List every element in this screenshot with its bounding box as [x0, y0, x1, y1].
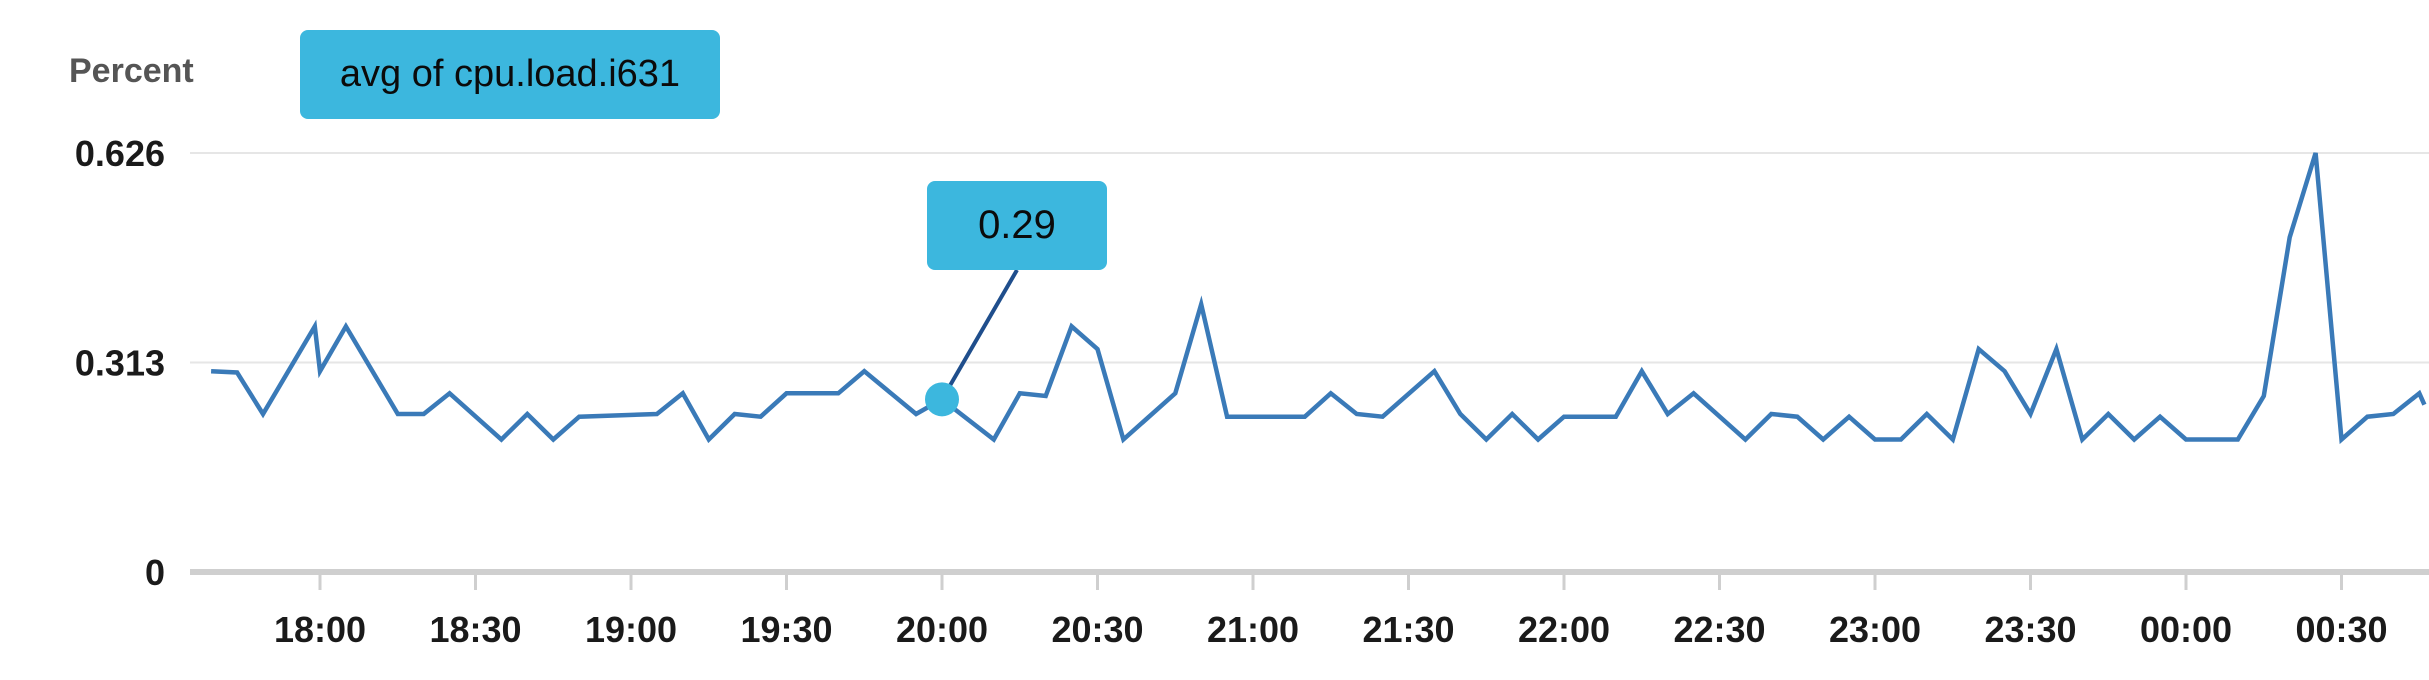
x-tick-label: 21:30	[1362, 609, 1454, 650]
x-tick-label: 23:30	[1984, 609, 2076, 650]
x-tick-label: 22:30	[1673, 609, 1765, 650]
y-axis-ticks: 0 0.313 0.626	[75, 133, 165, 593]
y-tick-label: 0	[145, 552, 165, 593]
x-tick-label: 20:00	[896, 609, 988, 650]
legend-series-label: avg of cpu.load.i631	[300, 30, 720, 119]
x-tick-label: 19:30	[740, 609, 832, 650]
x-tick-label: 18:30	[429, 609, 521, 650]
x-tick-label: 21:00	[1207, 609, 1299, 650]
hover-point-marker[interactable]	[925, 382, 959, 417]
tooltip-layer	[925, 268, 1019, 417]
y-tick-label: 0.313	[75, 343, 165, 384]
series-layer	[210, 152, 2427, 445]
x-axis-ticks: 18:00 18:30 19:00 19:30 20:00 20:30 21:00 21:30…	[274, 575, 2388, 650]
x-tick-label: 22:00	[1518, 609, 1610, 650]
x-tick-label: 20:30	[1051, 609, 1143, 650]
series-line	[210, 152, 2427, 445]
y-tick-label: 0.626	[75, 133, 165, 174]
grid	[190, 152, 2429, 364]
x-tick-label: 23:00	[1829, 609, 1921, 650]
x-tick-label: 00:30	[2295, 609, 2387, 650]
y-axis-unit-label: Percent	[69, 52, 194, 90]
tooltip-connector	[940, 268, 1019, 401]
tooltip-value: 0.29	[927, 181, 1107, 270]
x-tick-label: 00:00	[2140, 609, 2232, 650]
x-tick-label: 19:00	[585, 609, 677, 650]
x-tick-label: 18:00	[274, 609, 366, 650]
